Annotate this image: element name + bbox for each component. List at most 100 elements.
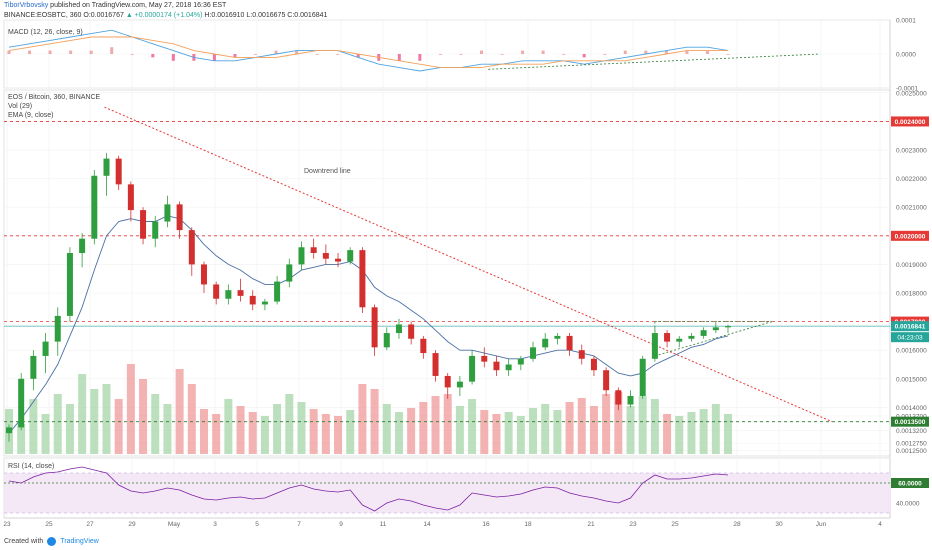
candle-body[interactable] — [249, 295, 256, 305]
macd-histogram-bar — [356, 54, 360, 58]
candle-body[interactable] — [310, 247, 317, 253]
candle-body[interactable] — [395, 324, 402, 334]
volume-bar — [187, 384, 196, 454]
macd-histogram-bar — [28, 50, 32, 54]
price-tick-label: 0.0012750 — [896, 441, 927, 448]
price-tick-label: 0.0012500 — [896, 448, 927, 455]
volume-bar — [541, 404, 550, 454]
candle-body[interactable] — [554, 335, 561, 339]
volume-bar — [102, 384, 111, 454]
macd-histogram-bar — [562, 54, 566, 55]
candle-body[interactable] — [335, 258, 342, 262]
macd-trend-line[interactable] — [488, 53, 821, 70]
price-tick-label: 0.0022000 — [896, 176, 927, 183]
candle-body[interactable] — [200, 264, 207, 285]
candle-body[interactable] — [639, 358, 646, 396]
candle-body[interactable] — [651, 333, 658, 359]
ema-line — [8, 215, 729, 434]
candle-body[interactable] — [383, 333, 390, 348]
candle-body[interactable] — [712, 327, 719, 331]
candle-body[interactable] — [140, 210, 147, 239]
candle-body[interactable] — [42, 341, 49, 356]
candle-body[interactable] — [505, 364, 512, 371]
volume-bar — [139, 379, 148, 454]
candle-body[interactable] — [688, 335, 695, 339]
candle-body[interactable] — [493, 361, 500, 371]
macd-histogram-bar — [7, 50, 11, 54]
candle-body[interactable] — [225, 290, 232, 299]
candle-body[interactable] — [237, 290, 244, 296]
rsi-band — [4, 473, 890, 513]
macd-histogram-bar — [623, 50, 627, 54]
candle-body[interactable] — [615, 390, 622, 405]
candle-body[interactable] — [298, 247, 305, 265]
price-tick-label: 0.0016000 — [896, 348, 927, 355]
price-tick-label: 0.0013200 — [896, 428, 927, 435]
candle-body[interactable] — [359, 250, 366, 308]
triangle-support-line[interactable] — [654, 321, 773, 357]
volume-bar — [614, 392, 623, 454]
candle-body[interactable] — [54, 315, 61, 342]
volume-bar — [650, 399, 659, 454]
signal-line — [8, 36, 728, 69]
candle-body[interactable] — [469, 355, 476, 382]
candle-body[interactable] — [347, 250, 354, 262]
candle-body[interactable] — [164, 204, 171, 222]
tradingview-brand[interactable]: TradingView — [60, 538, 99, 545]
candle-body[interactable] — [213, 284, 220, 299]
candle-body[interactable] — [566, 335, 573, 351]
downtrend-line[interactable] — [104, 106, 833, 423]
indicator-label: EMA (9, close) — [8, 112, 54, 119]
level-price-badge — [891, 230, 929, 241]
candle-body[interactable] — [30, 355, 37, 379]
candle-body[interactable] — [103, 158, 110, 176]
candle-body[interactable] — [176, 204, 183, 231]
candle-body[interactable] — [578, 350, 585, 359]
candle-body[interactable] — [725, 326, 731, 328]
candle-body[interactable] — [603, 370, 610, 391]
time-tick-label: May — [168, 521, 181, 528]
candle-body[interactable] — [517, 358, 524, 365]
candle-body[interactable] — [322, 252, 329, 259]
candle-body[interactable] — [127, 184, 134, 211]
volume-bar — [553, 410, 562, 454]
candle-body[interactable] — [115, 158, 122, 185]
candle-body[interactable] — [274, 281, 281, 302]
candle-body[interactable] — [700, 330, 707, 336]
level-price-label: 0.0024000 — [895, 119, 926, 126]
candle-body[interactable] — [261, 301, 268, 305]
time-tick-label: 7 — [297, 521, 301, 528]
candle-body[interactable] — [420, 338, 427, 354]
author-link[interactable]: TiborVrbovsky — [4, 2, 49, 9]
candle-body[interactable] — [91, 175, 98, 239]
volume-bar — [663, 414, 672, 454]
candle-body[interactable] — [444, 375, 451, 388]
candle-body[interactable] — [6, 427, 12, 434]
candle-body[interactable] — [188, 230, 195, 265]
downtrend-annotation: Downtrend line — [304, 168, 351, 175]
candle-body[interactable] — [481, 355, 488, 362]
volume-bar — [565, 402, 574, 454]
candle-body[interactable] — [152, 221, 159, 239]
candle-body[interactable] — [18, 378, 25, 428]
volume-bar — [724, 414, 732, 454]
volume-bar — [358, 384, 367, 454]
created-with-text: Created with — [4, 538, 44, 545]
candle-body[interactable] — [408, 324, 415, 339]
volume-bar — [65, 404, 74, 454]
candle-body[interactable] — [542, 338, 549, 348]
volume-bar — [212, 414, 221, 454]
candle-body[interactable] — [79, 238, 86, 253]
candle-body[interactable] — [371, 307, 378, 348]
candle-body[interactable] — [66, 252, 73, 316]
candle-body[interactable] — [432, 353, 439, 376]
candle-body[interactable] — [456, 381, 463, 388]
volume-bar — [321, 414, 330, 454]
candle-body[interactable] — [590, 358, 597, 371]
candle-body[interactable] — [676, 338, 683, 342]
candle-body[interactable] — [286, 264, 293, 282]
candle-body[interactable] — [627, 395, 634, 405]
candle-body[interactable] — [530, 347, 537, 359]
candle-body[interactable] — [664, 333, 671, 342]
